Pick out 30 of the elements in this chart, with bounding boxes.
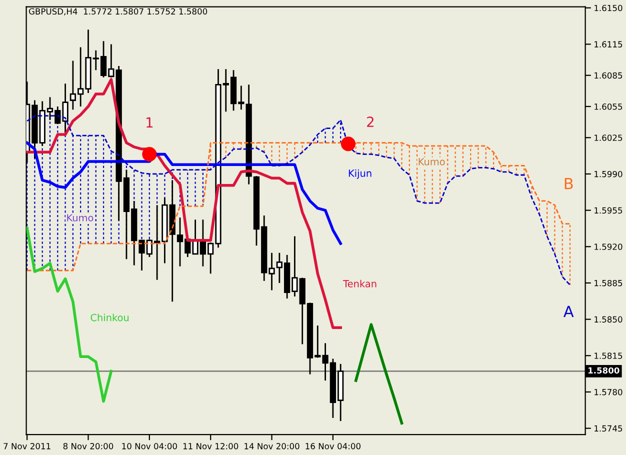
text: Tenkan — [343, 280, 376, 288]
series-label: Chinkou — [90, 314, 129, 322]
annotation: Kumo — [418, 158, 445, 166]
x-tick-label: 10 Nov 04:00 — [122, 443, 177, 450]
y-tick-label: 1.6115 — [594, 41, 622, 48]
y-tick-label: 1.5990 — [594, 170, 622, 178]
y-tick-label: 1.6025 — [594, 134, 622, 141]
y-tick-label: 1.6085 — [594, 72, 622, 79]
ref-line-label: 1.5800 — [588, 367, 620, 374]
y-tick-label: 1.5920 — [594, 244, 622, 250]
x-tick-label: 16 Nov 04:00 — [306, 443, 360, 450]
y-tick-label: 1.5885 — [594, 280, 622, 286]
y-tick-label: 1.6150 — [594, 4, 622, 12]
annotation: 1 — [146, 117, 153, 128]
y-tick-label: 1.5850 — [594, 316, 622, 323]
y-tick-label: 1.6055 — [594, 103, 622, 110]
text: Kijun — [348, 169, 372, 179]
annotation: Kumo — [67, 214, 94, 222]
y-tick-label: 1.5780 — [594, 388, 622, 396]
x-tick-label: 7 Nov 2011 — [4, 443, 50, 450]
x-tick-label: 11 Nov 12:00 — [183, 443, 238, 450]
chart-title: GBPUSD,H4 1.5772 1.5807 1.5752 1.5800 — [28, 8, 208, 16]
x-tick-label: 14 Nov 20:00 — [244, 443, 300, 450]
series-label: A — [564, 306, 574, 318]
annotation: 2 — [367, 116, 374, 127]
legend-label: B — [564, 178, 573, 190]
y-tick-label: 1.5815 — [594, 352, 622, 359]
y-tick-label: 1.5745 — [594, 425, 622, 432]
y-tick-label: 1.5955 — [594, 207, 622, 214]
x-tick-label: 8 Nov 20:00 — [63, 443, 114, 450]
